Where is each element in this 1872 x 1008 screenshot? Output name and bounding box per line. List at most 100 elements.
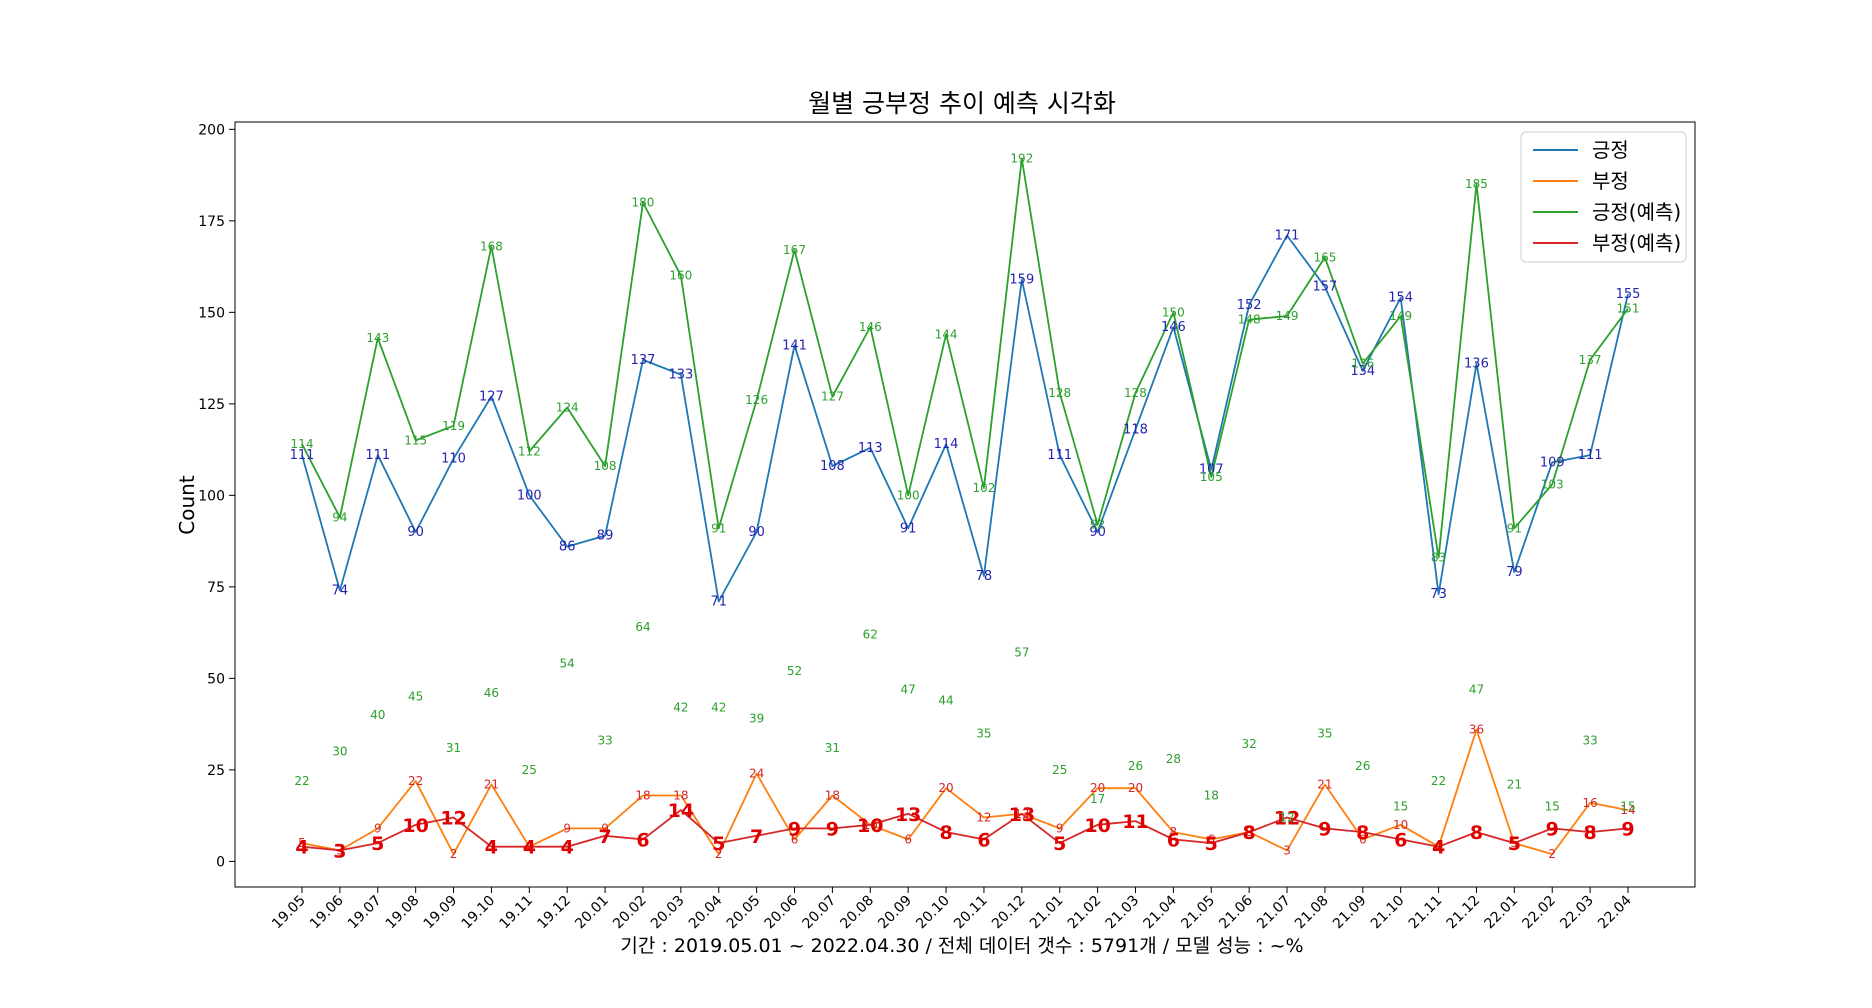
data-label: 165	[1313, 250, 1336, 264]
data-label: 111	[1578, 448, 1603, 463]
data-label: 5	[1511, 836, 1519, 850]
y-tick-label: 25	[207, 763, 225, 779]
data-label: 9	[1621, 818, 1634, 840]
data-label: 39	[749, 712, 764, 726]
data-label: 111	[365, 448, 390, 463]
data-label: 79	[1506, 565, 1523, 580]
data-label: 128	[1124, 386, 1147, 400]
data-label: 25	[522, 763, 537, 777]
data-label: 146	[1161, 320, 1186, 335]
y-tick-label: 175	[198, 214, 225, 230]
data-label: 46	[484, 686, 499, 700]
data-label: 9	[826, 818, 839, 840]
data-label: 149	[1389, 309, 1412, 323]
data-label: 100	[897, 488, 920, 502]
series-lines	[301, 157, 1629, 855]
data-label: 119	[442, 419, 465, 433]
data-label: 90	[1089, 525, 1106, 540]
data-label: 57	[1014, 646, 1029, 660]
data-label: 180	[632, 196, 655, 210]
data-label: 133	[668, 368, 693, 383]
data-label: 28	[1166, 752, 1181, 766]
data-label: 18	[673, 788, 688, 802]
data-label: 113	[858, 441, 883, 456]
data-label: 192	[1010, 152, 1033, 166]
data-label: 159	[1009, 272, 1034, 287]
data-label: 91	[1507, 521, 1522, 535]
data-label: 10	[1084, 815, 1110, 837]
data-label: 8	[1356, 822, 1369, 844]
data-label: 35	[1317, 726, 1332, 740]
data-label: 73	[1430, 587, 1447, 602]
data-label: 24	[749, 767, 764, 781]
data-label: 2	[450, 847, 458, 861]
data-label: 3	[336, 843, 344, 857]
data-label: 47	[901, 682, 916, 696]
data-label: 4	[523, 837, 536, 859]
data-label: 52	[787, 664, 802, 678]
data-label: 160	[669, 269, 692, 283]
data-label: 6	[1167, 829, 1180, 851]
data-label: 3	[1283, 843, 1291, 857]
data-label: 148	[1238, 313, 1261, 327]
data-label: 14	[1620, 803, 1635, 817]
data-label: 141	[782, 338, 807, 353]
data-label: 74	[332, 584, 349, 599]
data-label: 6	[636, 829, 649, 851]
y-axis: 0 25 50 75 100 125 150 175 200	[198, 122, 235, 870]
data-label: 115	[404, 433, 427, 447]
data-label: 114	[934, 437, 959, 452]
legend-item: 긍정	[1592, 138, 1629, 162]
y-tick-label: 150	[198, 305, 225, 321]
data-label: 4	[1432, 837, 1445, 859]
data-label: 4	[295, 837, 308, 859]
data-label: 151	[1617, 302, 1640, 316]
data-label: 30	[332, 745, 347, 759]
y-tick-label: 0	[216, 854, 225, 870]
data-label: 18	[825, 788, 840, 802]
data-label: 112	[518, 444, 541, 458]
data-label: 15	[1620, 799, 1635, 813]
legend-item: 부정	[1592, 169, 1629, 193]
data-label: 6	[1359, 832, 1367, 846]
data-label: 15	[1393, 799, 1408, 813]
data-label: 4	[525, 840, 533, 854]
data-label: 11	[1122, 811, 1148, 833]
legend-item: 부정(예측)	[1592, 231, 1681, 255]
data-label: 92	[1090, 518, 1105, 532]
y-tick-label: 200	[198, 122, 225, 138]
data-label: 15	[1545, 799, 1560, 813]
data-label: 6	[1207, 832, 1215, 846]
data-label: 6	[904, 832, 912, 846]
series-line-부정(예측)	[301, 809, 1629, 852]
data-label: 31	[825, 741, 840, 755]
data-label: 8	[1583, 822, 1596, 844]
data-label: 16	[1582, 796, 1597, 810]
data-label: 54	[560, 657, 575, 671]
data-label: 86	[559, 540, 576, 555]
data-label: 12	[976, 810, 991, 824]
data-label: 128	[1048, 386, 1071, 400]
data-label: 7	[598, 826, 611, 848]
data-label: 5	[298, 836, 306, 850]
data-label: 9	[1318, 818, 1331, 840]
data-label: 7	[750, 826, 763, 848]
data-label: 111	[1047, 448, 1072, 463]
data-label: 6	[1394, 829, 1407, 851]
data-label: 47	[1469, 682, 1484, 696]
data-label: 64	[635, 620, 650, 634]
data-label: 32	[1242, 737, 1257, 751]
data-label: 26	[1128, 759, 1143, 773]
data-label: 108	[594, 459, 617, 473]
data-label: 149	[1276, 309, 1299, 323]
data-label: 114	[291, 437, 314, 451]
data-label: 20	[1128, 781, 1143, 795]
data-label: 4	[485, 837, 498, 859]
data-label: 9	[788, 818, 801, 840]
data-label: 6	[977, 829, 990, 851]
data-label: 18	[1204, 788, 1219, 802]
data-label: 124	[556, 401, 579, 415]
data-label: 33	[597, 734, 612, 748]
